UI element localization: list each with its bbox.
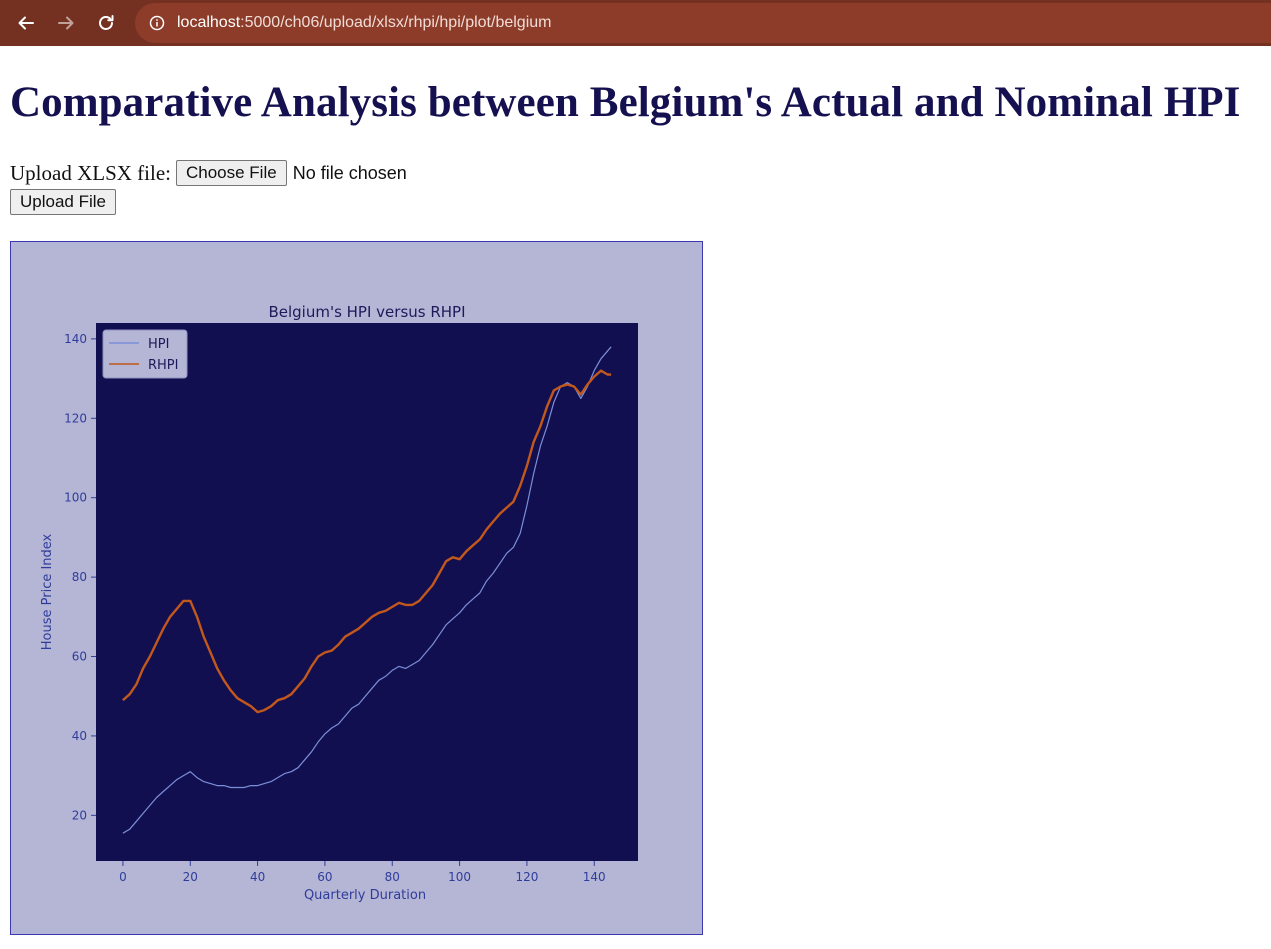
url-path: :5000/ch06/upload/xlsx/rhpi/hpi/plot/bel… [240,14,552,31]
x-tick-label: 60 [317,870,332,884]
axes-ticks: 0 20 40 60 80 100 120 140 20 40 60 80 100 120 140 [64,332,606,884]
arrow-left-icon [18,16,34,30]
y-axis-label: House Price Index [40,533,55,650]
plot-area [96,323,638,861]
series-lines [122,346,612,834]
x-tick-label: 40 [250,870,265,884]
x-tick-label: 80 [385,870,400,884]
info-icon[interactable] [149,15,165,31]
x-tick-label: 0 [119,870,127,884]
address-bar[interactable]: localhost:5000/ch06/upload/xlsx/rhpi/hpi… [135,3,1271,43]
x-tick-label: 120 [515,870,538,884]
file-status-text: No file chosen [292,162,407,183]
browser-toolbar: localhost:5000/ch06/upload/xlsx/rhpi/hpi… [0,0,1271,46]
page-title: Comparative Analysis between Belgium's A… [10,79,1241,126]
back-button[interactable] [6,0,46,46]
y-tick-label: 100 [64,491,87,505]
legend-box [102,329,188,379]
x-tick-label: 140 [583,870,606,884]
reload-icon [99,15,114,30]
x-axis-label: Quarterly Duration [304,888,426,903]
legend: HPI RHPI [102,329,188,379]
upload-form: Upload XLSX file: Choose File No file ch… [10,160,407,186]
upload-label: Upload XLSX file: [10,160,171,185]
url-host: localhost [177,14,241,31]
y-tick-label: 140 [64,332,87,346]
y-tick-label: 60 [72,650,87,664]
plot-image: Belgium's HPI versus RHPI Quarterly Dura… [10,241,703,935]
arrow-right-icon [58,16,74,30]
legend-label-hpi: HPI [148,337,169,352]
series-line-rhpi [122,369,612,714]
url-text: localhost:5000/ch06/upload/xlsx/rhpi/hpi… [177,14,551,32]
x-tick-label: 20 [183,870,198,884]
reload-button[interactable] [86,0,126,46]
legend-label-rhpi: RHPI [148,358,178,373]
upload-file-button[interactable]: Upload File [10,189,116,215]
y-tick-label: 80 [72,570,87,584]
forward-button[interactable] [46,0,86,46]
y-tick-label: 120 [64,411,87,425]
hpi-rhpi-chart: Belgium's HPI versus RHPI Quarterly Dura… [40,303,638,903]
y-tick-label: 40 [72,729,87,743]
choose-file-button[interactable]: Choose File [175,160,287,186]
y-tick-label: 20 [72,808,87,822]
x-tick-label: 100 [448,870,471,884]
series-line-hpi [122,346,612,834]
chart-title: Belgium's HPI versus RHPI [268,303,465,321]
